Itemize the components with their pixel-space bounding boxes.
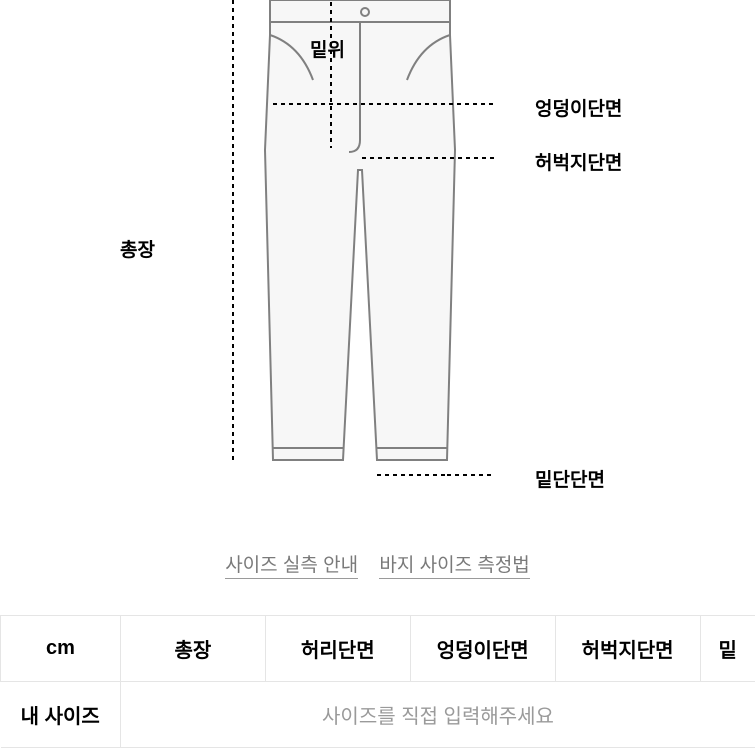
col-4: 밑 bbox=[700, 616, 755, 682]
table-row-mysize: 내 사이즈 사이즈를 직접 입력해주세요 bbox=[1, 682, 755, 748]
measurement-diagram: 총장 밑위 엉덩이단면 허벅지단면 밑단단면 bbox=[0, 0, 755, 540]
mysize-input-placeholder[interactable]: 사이즈를 직접 입력해주세요 bbox=[121, 682, 755, 748]
col-0: 총장 bbox=[121, 616, 266, 682]
label-total-length: 총장 bbox=[120, 235, 155, 262]
label-thigh: 허벅지단면 bbox=[535, 148, 622, 175]
link-measure-howto[interactable]: 바지 사이즈 측정법 bbox=[379, 555, 529, 579]
label-hip: 엉덩이단면 bbox=[535, 94, 622, 121]
label-hem: 밑단단면 bbox=[535, 465, 605, 492]
label-rise: 밑위 bbox=[310, 35, 345, 62]
size-table: cm 총장 허리단면 엉덩이단면 허벅지단면 밑 내 사이즈 사이즈를 직접 입… bbox=[0, 615, 755, 748]
col-1: 허리단면 bbox=[265, 616, 410, 682]
col-2: 엉덩이단면 bbox=[410, 616, 555, 682]
link-size-guide[interactable]: 사이즈 실측 안내 bbox=[225, 555, 358, 579]
row-label-mysize: 내 사이즈 bbox=[1, 682, 121, 748]
col-3: 허벅지단면 bbox=[555, 616, 700, 682]
pants-outline bbox=[225, 0, 495, 490]
help-links: 사이즈 실측 안내 바지 사이즈 측정법 bbox=[0, 550, 755, 577]
col-unit: cm bbox=[1, 616, 121, 682]
table-header-row: cm 총장 허리단면 엉덩이단면 허벅지단면 밑 bbox=[1, 616, 755, 682]
